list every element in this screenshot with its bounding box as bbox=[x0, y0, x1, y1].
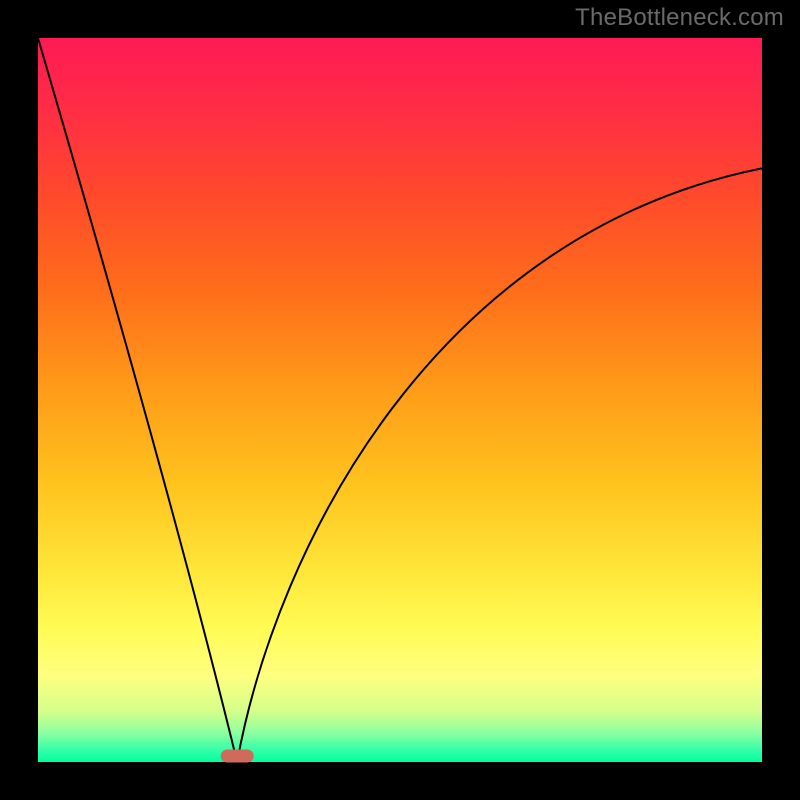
plot-area bbox=[38, 38, 762, 762]
watermark-text: TheBottleneck.com bbox=[575, 4, 784, 32]
plot-svg bbox=[38, 38, 762, 762]
gradient-background bbox=[38, 38, 762, 762]
chart-frame: TheBottleneck.com bbox=[0, 0, 800, 800]
optimal-point-marker bbox=[221, 750, 254, 763]
